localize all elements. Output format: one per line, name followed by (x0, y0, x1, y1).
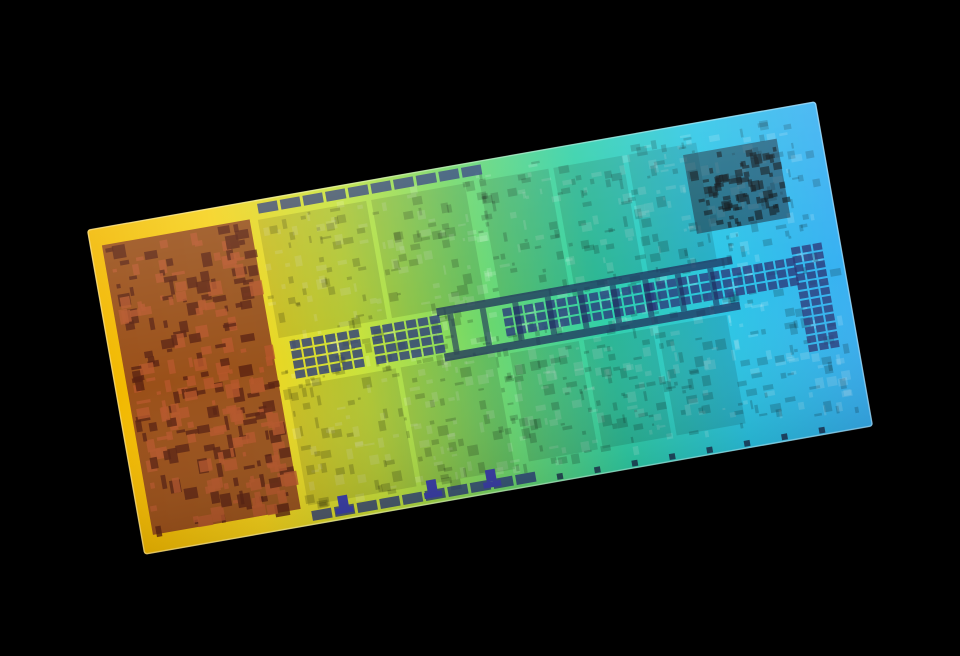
die-sheen (87, 101, 873, 555)
processor-die (87, 101, 873, 555)
die-edge (87, 101, 873, 555)
